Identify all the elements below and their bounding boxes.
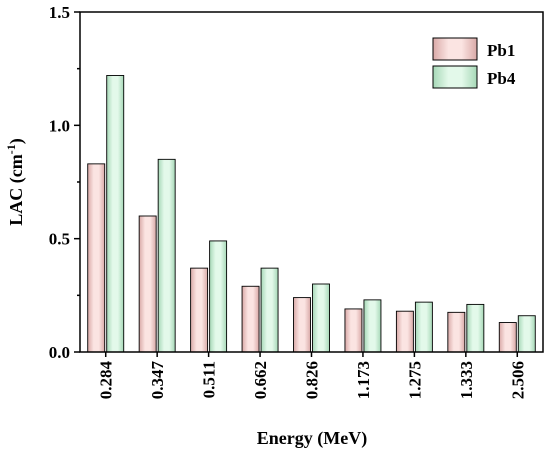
x-tick-label: 0.511 <box>200 361 219 398</box>
y-tick-label: 0.5 <box>49 230 70 249</box>
legend-swatch-pb4 <box>432 65 478 89</box>
bar-pb1-0.284 <box>87 163 106 353</box>
x-tick-label: 1.173 <box>354 361 373 399</box>
legend-label-pb1: Pb1 <box>487 41 515 60</box>
bar-pb4-0.511 <box>209 240 228 353</box>
bar-pb4-0.284 <box>106 75 125 353</box>
bar-pb4-1.173 <box>363 299 382 353</box>
x-tick-label: 0.826 <box>303 361 322 399</box>
y-tick-label: 1.0 <box>49 116 70 135</box>
bar-pb4-2.506 <box>517 315 536 353</box>
bar-pb1-0.511 <box>190 267 209 353</box>
bars-group <box>87 75 536 353</box>
bar-pb1-0.826 <box>293 297 311 353</box>
bar-pb1-1.173 <box>344 308 363 353</box>
y-tick-label: 0.0 <box>49 343 70 362</box>
bar-pb4-1.275 <box>414 301 433 353</box>
x-tick-label: 0.347 <box>148 361 167 400</box>
x-tick-label: 0.662 <box>251 361 270 399</box>
y-axis: 0.0 0.5 1.0 1.5 <box>49 3 80 362</box>
x-axis: 0.284 0.347 0.511 0.662 0.826 1.173 1.275 1.333… <box>97 352 527 400</box>
legend-label-pb4: Pb4 <box>487 69 516 88</box>
bar-pb1-0.347 <box>138 215 157 353</box>
bar-pb4-0.347 <box>157 158 176 353</box>
x-tick-label: 0.284 <box>97 361 116 400</box>
x-axis-title: Energy (MeV) <box>257 428 367 449</box>
x-tick-label: 1.333 <box>457 361 476 399</box>
bar-pb1-2.506 <box>498 322 517 353</box>
y-axis-title: LAC (cm-1) <box>4 138 27 225</box>
legend: Pb1 Pb4 <box>432 37 516 89</box>
y-tick-label: 1.5 <box>49 3 70 22</box>
legend-swatch-pb1 <box>432 37 478 61</box>
bar-pb4-1.333 <box>466 303 485 353</box>
bar-pb1-1.333 <box>447 311 466 353</box>
bar-pb4-0.662 <box>260 267 279 353</box>
bar-pb4-0.826 <box>312 283 330 353</box>
bar-pb1-0.662 <box>241 285 260 353</box>
x-tick-label: 2.506 <box>508 361 527 399</box>
x-tick-label: 1.275 <box>405 361 424 399</box>
bar-pb1-1.275 <box>395 310 414 353</box>
